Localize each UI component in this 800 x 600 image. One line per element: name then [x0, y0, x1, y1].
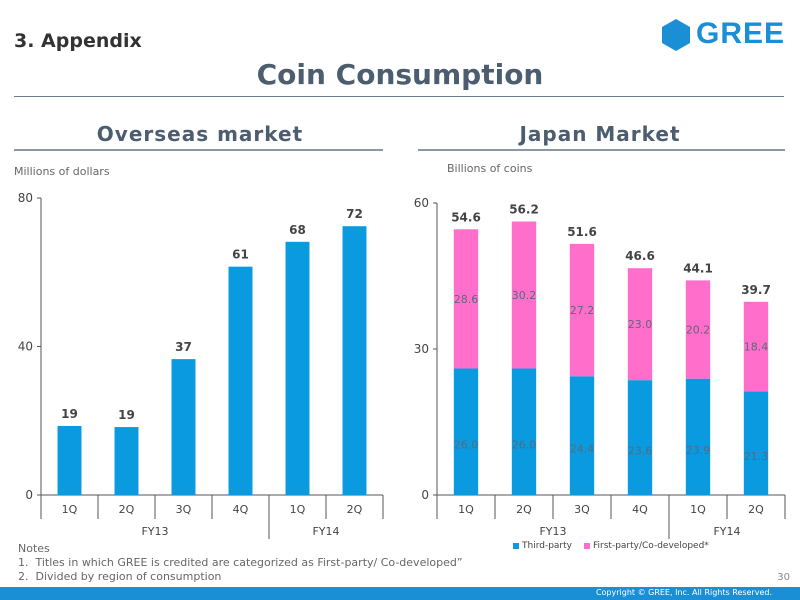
overseas-bar — [171, 359, 196, 495]
copyright-text: Copyright © GREE, Inc. All Rights Reserv… — [595, 588, 772, 597]
overseas-y-tick-label: 40 — [18, 340, 33, 354]
gree-logo: GREE — [660, 17, 784, 54]
overseas-y-tick-label: 0 — [25, 488, 33, 502]
japan-group-label: FY14 — [713, 525, 740, 538]
japan-chart-legend: Third-party First-party/Co-developed* — [513, 541, 709, 551]
japan-y-tick-label: 0 — [421, 488, 429, 502]
overseas-x-tick-label: 2Q — [119, 503, 135, 516]
japan-segment-label: 23.9 — [686, 444, 711, 457]
japan-group-label: FY13 — [539, 525, 566, 538]
japan-segment-label: 26.0 — [454, 439, 479, 452]
japan-segment-label: 26.0 — [512, 439, 537, 452]
overseas-value-label: 61 — [232, 248, 249, 262]
japan-chart-title: Japan Market — [519, 122, 681, 146]
overseas-bar — [342, 226, 367, 495]
japan-bar-segment-first-party — [627, 268, 653, 381]
logo-text: GREE — [696, 17, 786, 50]
japan-x-tick-label: 4Q — [632, 503, 648, 516]
first-party-swatch — [584, 543, 590, 549]
overseas-title-divider — [14, 149, 383, 151]
legend-item-third-party: Third-party — [513, 541, 572, 551]
japan-segment-label: 28.6 — [454, 293, 479, 306]
japan-bar-segment-third-party — [685, 378, 711, 495]
japan-y-tick-label: 30 — [414, 342, 429, 356]
japan-market-chart: 0 30 60 1Q 2Q 3Q 4Q 1Q 2Q FY13 FY14 26.0 28.6 54.6 26.… — [414, 196, 786, 539]
japan-segment-label: 27.2 — [570, 304, 595, 317]
japan-title-divider — [418, 149, 785, 151]
japan-total-label: 44.1 — [683, 261, 713, 275]
japan-x-tick-label: 3Q — [574, 503, 590, 516]
japan-segment-label: 24.4 — [570, 443, 595, 456]
japan-unit-label: Billions of coins — [447, 162, 533, 175]
overseas-value-label: 68 — [289, 223, 306, 237]
japan-bar-segment-first-party — [685, 280, 711, 379]
japan-total-label: 46.6 — [625, 249, 655, 263]
legend-label-third-party: Third-party — [522, 541, 572, 551]
japan-x-tick-label: 2Q — [748, 503, 764, 516]
japan-bar-segment-third-party — [743, 391, 769, 495]
japan-bar-segment-third-party — [511, 368, 537, 495]
overseas-value-label: 72 — [346, 207, 363, 221]
overseas-x-tick-label: 3Q — [176, 503, 192, 516]
japan-total-label: 56.2 — [509, 202, 539, 216]
overseas-unit-label: Millions of dollars — [14, 165, 110, 178]
section-heading: 3. Appendix — [14, 30, 142, 52]
japan-total-label: 51.6 — [567, 225, 597, 239]
notes-heading: Notes — [18, 542, 50, 555]
overseas-x-tick-label: 4Q — [233, 503, 249, 516]
footer-bar: Copyright © GREE, Inc. All Rights Reserv… — [0, 587, 800, 600]
japan-x-tick-label: 1Q — [690, 503, 706, 516]
japan-bar-segment-third-party — [569, 376, 595, 495]
legend-item-first-party: First-party/Co-developed* — [584, 541, 709, 551]
overseas-value-label: 19 — [118, 408, 135, 422]
overseas-value-label: 19 — [61, 407, 78, 421]
overseas-x-tick-label: 2Q — [347, 503, 363, 516]
note-item-1: 1. Titles in which GREE is credited are … — [18, 556, 463, 569]
overseas-value-label: 37 — [175, 340, 192, 354]
third-party-swatch — [513, 543, 519, 549]
japan-segment-label: 23.6 — [628, 445, 653, 458]
page-title: Coin Consumption — [256, 58, 544, 91]
japan-bar-segment-third-party — [453, 368, 479, 495]
japan-bar-segment-third-party — [627, 380, 653, 495]
japan-bar-segment-first-party — [453, 229, 479, 369]
overseas-bar — [57, 425, 82, 495]
japan-segment-label: 30.2 — [512, 289, 537, 302]
overseas-group-label: FY14 — [312, 525, 339, 538]
title-divider — [14, 96, 784, 97]
japan-segment-label: 20.2 — [686, 324, 711, 337]
japan-segment-label: 21.3 — [744, 450, 769, 463]
japan-x-tick-label: 1Q — [458, 503, 474, 516]
overseas-x-tick-label: 1Q — [290, 503, 306, 516]
overseas-chart-title: Overseas market — [96, 122, 304, 146]
hexagon-logo-icon — [662, 19, 690, 51]
japan-total-label: 39.7 — [741, 283, 771, 297]
japan-total-label: 54.6 — [451, 210, 481, 224]
overseas-bar — [114, 427, 139, 495]
overseas-y-tick-label: 80 — [18, 191, 33, 205]
legend-label-first-party: First-party/Co-developed* — [593, 541, 709, 551]
overseas-bar — [228, 266, 253, 495]
overseas-bar — [285, 241, 310, 495]
notes: Notes 1. Titles in which GREE is credite… — [18, 542, 463, 584]
japan-y-tick-label: 60 — [414, 196, 429, 210]
overseas-group-label: FY13 — [141, 525, 168, 538]
overseas-market-chart: 0 40 80 1Q 2Q 3Q 4Q 1Q 2Q FY13 FY14 19 19 37 61 68 72 — [18, 191, 384, 539]
page-number: 30 — [777, 572, 790, 583]
japan-bar-segment-first-party — [511, 221, 537, 369]
japan-bar-segment-first-party — [743, 301, 769, 392]
note-item-2: 2. Divided by region of consumption — [18, 570, 222, 583]
overseas-x-tick-label: 1Q — [62, 503, 78, 516]
japan-bar-segment-first-party — [569, 243, 595, 377]
japan-segment-label: 23.0 — [628, 318, 653, 331]
japan-x-tick-label: 2Q — [516, 503, 532, 516]
japan-segment-label: 18.4 — [744, 341, 769, 354]
